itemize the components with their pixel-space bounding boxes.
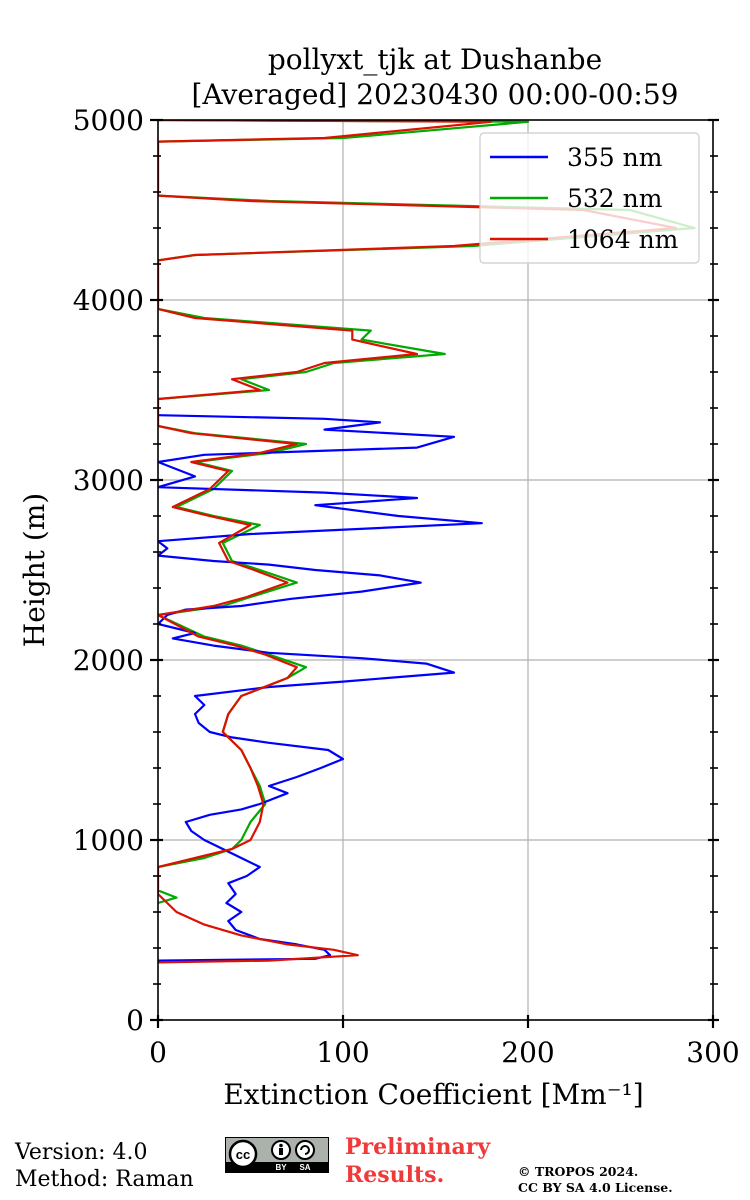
- y-tick-label: 4000: [73, 284, 144, 317]
- legend-label: 532 nm: [567, 184, 663, 213]
- chart-title: pollyxt_tjk at Dushanbe: [267, 43, 603, 76]
- plot-frame: [157, 119, 714, 1021]
- series-line-355-nm: [158, 414, 483, 962]
- version-label: Version: 4.0: [15, 1140, 148, 1165]
- svg-text:cc: cc: [236, 1147, 250, 1162]
- y-tick-label: 0: [126, 1004, 144, 1037]
- y-tick-label: 5000: [73, 104, 144, 137]
- legend-label: 355 nm: [567, 143, 663, 172]
- y-axis-label: Height (m): [18, 493, 51, 647]
- x-tick-label: 100: [316, 1036, 369, 1069]
- cc-by-sa-badge-icon: cc BY SA: [225, 1137, 329, 1173]
- x-tick-label: 0: [149, 1036, 167, 1069]
- x-tick-label: 300: [686, 1036, 739, 1069]
- svg-text:BY: BY: [275, 1163, 287, 1172]
- series-line-1064-nm: [158, 120, 678, 964]
- copyright-line-2: CC BY SA 4.0 License.: [518, 1180, 673, 1195]
- legend-label: 1064 nm: [567, 225, 679, 254]
- method-label: Method: Raman: [15, 1167, 194, 1192]
- copyright-line-1: © TROPOS 2024.: [518, 1164, 639, 1179]
- y-tick-label: 3000: [73, 464, 144, 497]
- svg-text:SA: SA: [299, 1163, 310, 1172]
- preliminary-line-1: Preliminary: [345, 1134, 491, 1160]
- chart-subtitle: [Averaged] 20230430 00:00-00:59: [191, 78, 679, 111]
- preliminary-results-note: Preliminary Results.: [345, 1133, 490, 1189]
- y-tick-label: 1000: [73, 824, 144, 857]
- preliminary-line-2: Results.: [345, 1162, 445, 1188]
- copyright-note: © TROPOS 2024. CC BY SA 4.0 License.: [518, 1164, 673, 1196]
- x-axis-label: Extinction Coefficient [Mm⁻¹]: [223, 1078, 643, 1111]
- x-tick-label: 200: [501, 1036, 554, 1069]
- y-tick-label: 2000: [73, 644, 144, 677]
- legend-box: [479, 132, 700, 264]
